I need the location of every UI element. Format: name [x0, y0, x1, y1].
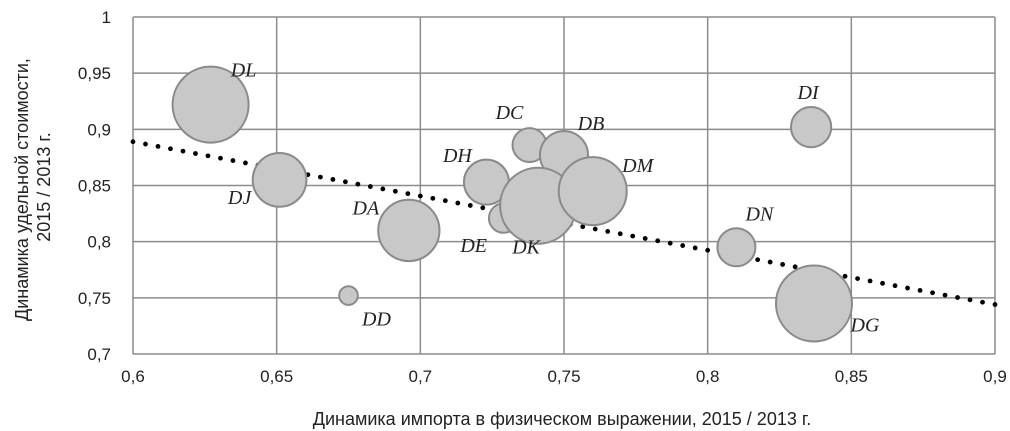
bubble-label-di: DI [797, 82, 820, 104]
trend-dot [892, 283, 898, 289]
bubble-label-dj: DJ [227, 187, 252, 209]
trend-dot [480, 205, 486, 211]
bubble-labels: DL DJ DA DD DH DC DB DE DK DM DI DN DG [227, 60, 880, 337]
trend-dot [980, 299, 985, 305]
trend-dot [455, 200, 461, 206]
x-tick-label: 0,8 [696, 367, 720, 386]
bubble-da [377, 198, 441, 263]
x-tick-labels: 0,6 0,65 0,7 0,75 0,8 0,85 0,9 [121, 367, 1007, 386]
y-tick-label: 0,75 [78, 289, 111, 308]
trend-dot [205, 153, 211, 159]
bubbles [171, 65, 853, 343]
trend-dot [705, 247, 711, 253]
trend-dot [630, 233, 636, 239]
trend-dot [342, 179, 348, 185]
x-tick-label: 0,75 [547, 367, 580, 386]
bubble-label-dg: DG [850, 314, 880, 336]
trend-dot [155, 144, 161, 149]
trend-dot [392, 188, 398, 194]
bubble-label-dc: DC [495, 102, 524, 124]
bubble-dl [171, 65, 250, 144]
y-tick-label: 0,9 [87, 120, 111, 139]
trend-dot [642, 236, 648, 241]
y-tick-labels: 0,7 0,75 0,8 0,85 0,9 0,95 1 [78, 8, 111, 364]
trend-dot [317, 174, 323, 180]
bubble-dj [251, 152, 308, 208]
y-tick-label: 0,8 [87, 233, 111, 252]
trend-dot [243, 160, 248, 166]
bubble-label-dn: DN [745, 203, 775, 225]
x-tick-label: 0,85 [835, 367, 868, 386]
x-tick-label: 0,6 [121, 367, 145, 386]
bubble-dg [774, 264, 853, 343]
y-axis-title-line-1: Динамика удельной стоимости, [12, 58, 32, 321]
bubble-label-de: DE [459, 235, 487, 257]
trend-dot [617, 231, 623, 237]
trend-dot [942, 292, 948, 298]
trend-dot [917, 288, 923, 293]
bubble-dd [338, 285, 359, 306]
bubble-label-da: DA [352, 197, 380, 219]
trend-dot [667, 240, 673, 246]
x-tick-label: 0,9 [983, 367, 1007, 386]
trend-dot [168, 146, 173, 152]
trend-dot [130, 139, 136, 145]
y-axis-title: Динамика удельной стоимости, 2015 / 2013… [12, 53, 54, 321]
trend-dot [180, 148, 186, 154]
x-tick-label: 0,7 [409, 367, 433, 386]
trend-dot [143, 141, 148, 147]
trend-dot [417, 193, 423, 199]
trend-dot [905, 285, 910, 291]
trend-dot [767, 259, 773, 265]
x-tick-label: 0,65 [260, 367, 293, 386]
trend-dot [842, 273, 848, 279]
y-axis-title-line-2: 2015 / 2013 г. [34, 132, 54, 241]
trend-dot [218, 155, 223, 161]
trend-dot [193, 151, 198, 156]
trend-dot [867, 278, 873, 284]
bubble-label-db: DB [577, 113, 605, 135]
trend-dot [992, 302, 998, 307]
trend-dot [605, 228, 611, 234]
y-tick-label: 0,7 [87, 345, 111, 364]
trend-dot [680, 243, 686, 248]
bubble-label-dh: DH [442, 145, 473, 167]
y-tick-label: 1 [102, 8, 111, 27]
trend-dot [442, 198, 448, 204]
bubble-di [789, 105, 833, 149]
trend-dot [967, 297, 973, 303]
trend-dot [792, 264, 798, 270]
trend-dot [755, 257, 761, 263]
y-tick-label: 0,95 [78, 64, 111, 83]
trend-dot [230, 158, 236, 163]
trend-dot [330, 177, 336, 182]
trend-dot [692, 245, 698, 251]
bubble-label-dd: DD [361, 309, 391, 331]
trend-dot [467, 203, 473, 208]
trend-dot [580, 224, 586, 230]
bubble-label-dk: DK [511, 237, 541, 259]
trend-dot [780, 262, 786, 267]
trend-dot [367, 184, 373, 189]
trend-dot [592, 226, 598, 232]
bubble-label-dl: DL [230, 60, 257, 82]
y-tick-label: 0,85 [78, 177, 111, 196]
trend-dot [880, 280, 885, 286]
trend-dot [955, 295, 960, 300]
x-axis-title: Динамика импорта в физическом выражении,… [313, 409, 811, 429]
bubble-dn [716, 227, 757, 268]
trendline [130, 139, 998, 307]
trend-dot [355, 181, 361, 187]
trend-dot [430, 195, 436, 201]
bubble-dm [557, 156, 628, 227]
bubble-label-dm: DM [621, 155, 654, 177]
trend-dot [405, 191, 411, 197]
trend-dot [655, 238, 661, 244]
trend-dot [380, 186, 386, 192]
trend-dot [930, 290, 935, 296]
trend-dot [855, 276, 860, 282]
